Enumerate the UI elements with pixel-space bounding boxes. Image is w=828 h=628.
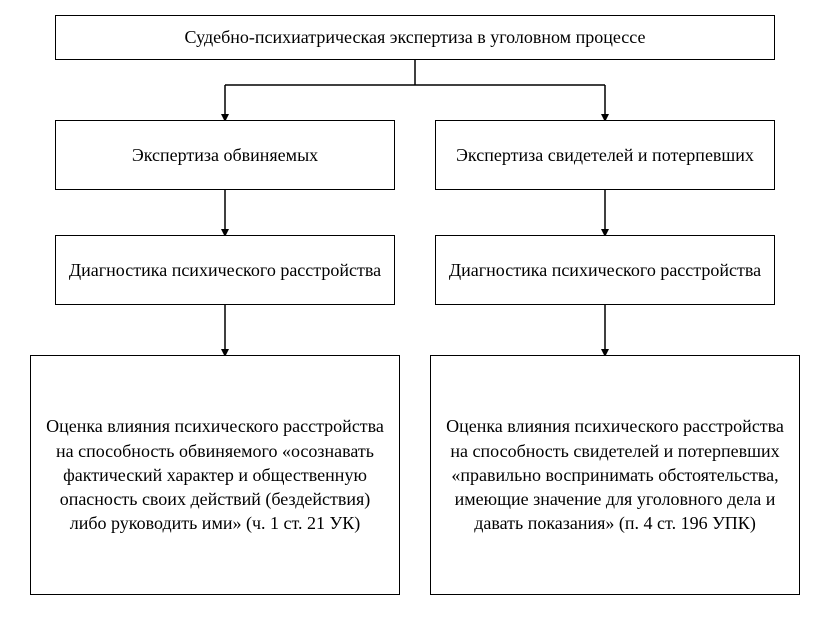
node-right-a: Экспертиза свидетелей и потерпевших	[435, 120, 775, 190]
node-label: Оценка влияния психического расстройства…	[43, 414, 387, 535]
node-label: Оценка влияния психического расстройства…	[443, 414, 787, 535]
node-root: Судебно-психиатрическая экспертиза в уго…	[55, 15, 775, 60]
node-label: Судебно-психиатрическая экспертиза в уго…	[185, 25, 646, 49]
node-label: Диагностика психического расстройства	[69, 258, 381, 282]
node-left-c: Оценка влияния психического расстройства…	[30, 355, 400, 595]
node-label: Экспертиза свидетелей и потерпевших	[456, 143, 754, 167]
flowchart-canvas: Судебно-психиатрическая экспертиза в уго…	[0, 0, 828, 628]
node-left-a: Экспертиза обвиняемых	[55, 120, 395, 190]
node-left-b: Диагностика психического расстройства	[55, 235, 395, 305]
node-right-c: Оценка влияния психического расстройства…	[430, 355, 800, 595]
node-label: Экспертиза обвиняемых	[132, 143, 318, 167]
node-right-b: Диагностика психического расстройства	[435, 235, 775, 305]
node-label: Диагностика психического расстройства	[449, 258, 761, 282]
